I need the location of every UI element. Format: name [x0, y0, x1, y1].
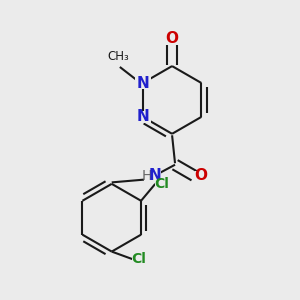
Bar [135, 111, 151, 123]
Text: CH₃: CH₃ [107, 50, 129, 63]
Bar [133, 254, 146, 264]
Text: N: N [148, 168, 161, 183]
Bar [155, 179, 168, 189]
Text: O: O [166, 31, 178, 46]
Text: O: O [194, 168, 207, 183]
Text: Cl: Cl [154, 177, 169, 191]
Bar [143, 169, 161, 182]
Bar [135, 77, 151, 89]
Text: N: N [136, 76, 149, 91]
Bar [195, 171, 206, 181]
Bar [166, 34, 178, 44]
Text: H: H [142, 169, 152, 183]
Text: Cl: Cl [131, 252, 146, 266]
Text: N: N [136, 110, 149, 124]
